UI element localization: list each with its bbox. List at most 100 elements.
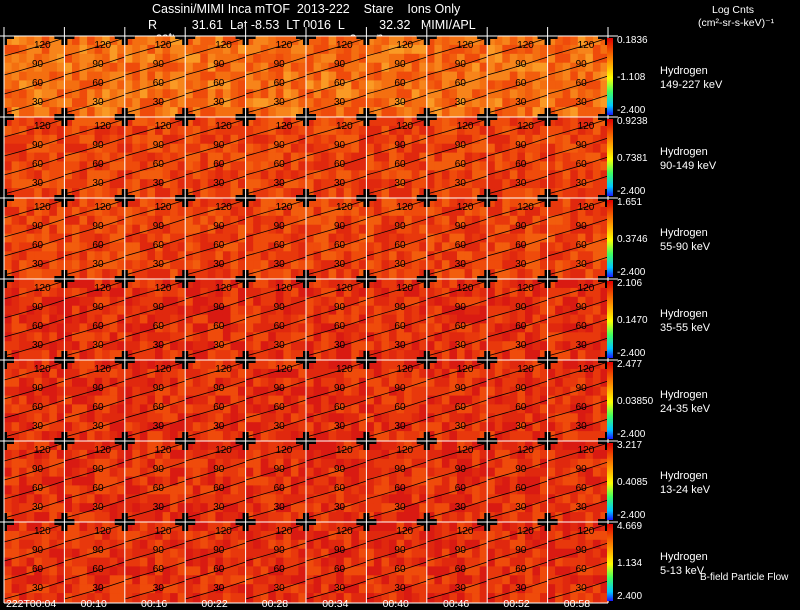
contour-label: 60: [394, 321, 406, 332]
contour-label: 30: [455, 502, 467, 513]
contour-label: 30: [153, 502, 165, 513]
contour-label: 90: [515, 140, 527, 151]
contour-label: 30: [32, 421, 44, 432]
colorbar-min-label: 2.400: [617, 591, 642, 602]
contour-label: 120: [457, 445, 474, 456]
colorbar-max-label: 4.669: [617, 521, 642, 532]
contour-label: 120: [94, 445, 111, 456]
contour-label: 30: [92, 178, 104, 189]
contour-label: 60: [334, 159, 346, 170]
contour-label: 30: [455, 583, 467, 594]
contour-label: 30: [274, 502, 286, 513]
contour-label: 120: [155, 526, 172, 537]
contour-label: 90: [394, 464, 406, 475]
contour-label: 90: [334, 302, 346, 313]
contour-label: 120: [215, 283, 232, 294]
contour-label: 60: [455, 240, 467, 251]
contour-label: 120: [336, 202, 353, 213]
contour-label: 90: [213, 59, 225, 70]
contour-label: 90: [576, 545, 588, 556]
contour-label: 120: [457, 40, 474, 51]
contour-label: 60: [32, 402, 44, 413]
contour-label: 60: [274, 321, 286, 332]
contour-label: 120: [396, 40, 413, 51]
x-tick-label: 00:58: [564, 598, 590, 610]
contour-label: 30: [334, 502, 346, 513]
contour-label: 60: [153, 159, 165, 170]
contour-label: 30: [334, 583, 346, 594]
contour-label: 30: [515, 421, 527, 432]
contour-label: 120: [457, 121, 474, 132]
contour-label: 120: [517, 283, 534, 294]
contour-label: 90: [394, 221, 406, 232]
contour-label: 30: [394, 259, 406, 270]
contour-label: 30: [576, 259, 588, 270]
contour-label: 60: [455, 78, 467, 89]
contour-label: 90: [455, 221, 467, 232]
contour-label: 120: [94, 121, 111, 132]
contour-label: 60: [576, 78, 588, 89]
contour-label: 120: [578, 283, 595, 294]
contour-label: 30: [455, 340, 467, 351]
contour-label: 120: [215, 202, 232, 213]
contour-label: 90: [32, 545, 44, 556]
contour-label: 60: [32, 159, 44, 170]
colorbar-mid-label: 1.134: [617, 558, 642, 569]
contour-label: 60: [32, 240, 44, 251]
contour-label: 90: [515, 464, 527, 475]
contour-label: 90: [334, 545, 346, 556]
colorbar-max-label: 3.217: [617, 440, 642, 451]
contour-label: 60: [455, 483, 467, 494]
contour-label: 60: [274, 240, 286, 251]
contour-label: 120: [336, 526, 353, 537]
contour-label: 60: [576, 240, 588, 251]
contour-label: 30: [153, 178, 165, 189]
contour-label: 120: [276, 202, 293, 213]
contour-label: 90: [92, 59, 104, 70]
contour-label: 30: [455, 178, 467, 189]
contour-label: 60: [515, 564, 527, 575]
contour-label: 30: [455, 421, 467, 432]
contour-label: 120: [396, 445, 413, 456]
colorbar-1: [607, 119, 613, 196]
contour-label: 60: [576, 159, 588, 170]
contour-label: 90: [334, 59, 346, 70]
contour-label: 90: [576, 302, 588, 313]
contour-label: 60: [455, 321, 467, 332]
contour-label: 120: [34, 526, 51, 537]
colorbar-min-label: -2.400: [617, 186, 645, 197]
contour-label: 120: [34, 283, 51, 294]
contour-label: 60: [213, 483, 225, 494]
contour-label: 90: [153, 140, 165, 151]
contour-label: 120: [457, 526, 474, 537]
contour-label: 120: [155, 202, 172, 213]
contour-label: 120: [215, 364, 232, 375]
contour-label: 30: [274, 259, 286, 270]
contour-label: 60: [153, 240, 165, 251]
colorbar-max-label: 1.651: [617, 197, 642, 208]
contour-label: 30: [153, 340, 165, 351]
contour-label: 120: [517, 202, 534, 213]
contour-label: 30: [515, 502, 527, 513]
contour-label: 120: [155, 40, 172, 51]
species-label: Hydrogen: [660, 388, 710, 402]
colorbar-mid-label: 0.7381: [617, 153, 648, 164]
contour-label: 90: [32, 464, 44, 475]
contour-label: 90: [394, 545, 406, 556]
contour-label: 60: [92, 240, 104, 251]
contour-label: 30: [274, 340, 286, 351]
contour-label: 120: [155, 283, 172, 294]
contour-label: 90: [515, 59, 527, 70]
contour-label: 90: [515, 221, 527, 232]
colorbar-min-label: -2.400: [617, 267, 645, 278]
contour-label: 60: [153, 78, 165, 89]
contour-label: 90: [394, 383, 406, 394]
contour-label: 120: [34, 202, 51, 213]
contour-label: 60: [32, 321, 44, 332]
colorbar-max-label: 2.477: [617, 359, 642, 370]
contour-label: 30: [576, 583, 588, 594]
contour-label: 120: [336, 283, 353, 294]
